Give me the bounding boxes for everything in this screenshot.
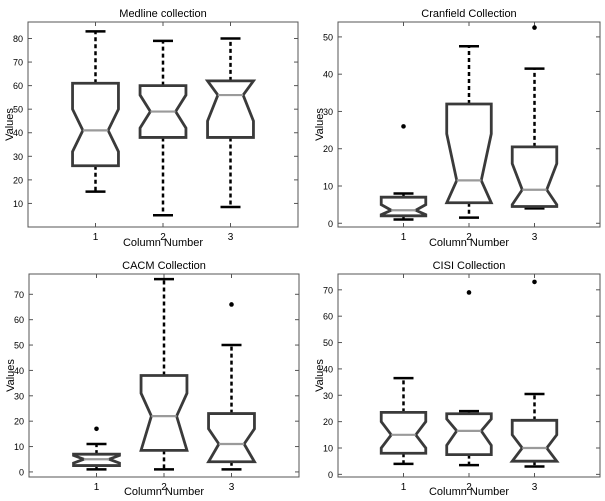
- notched-box: [139, 374, 189, 452]
- outlier-point: [401, 124, 406, 129]
- y-tick-label: 40: [13, 128, 23, 138]
- notched-box: [509, 418, 560, 463]
- x-axis-label: Column Number: [123, 237, 203, 249]
- y-tick-label: 20: [323, 417, 333, 427]
- x-tick-label: 2: [161, 482, 167, 493]
- x-tick-label: 3: [532, 232, 538, 243]
- y-tick-label: 50: [323, 338, 333, 348]
- x-tick-label: 1: [94, 482, 100, 493]
- x-tick-label: 2: [160, 232, 166, 243]
- box-2: [139, 277, 189, 471]
- box-1: [72, 426, 121, 471]
- y-tick-label: 20: [13, 175, 23, 185]
- y-tick-label: 40: [323, 364, 333, 374]
- y-tick-label: 0: [328, 470, 333, 480]
- x-axis-label: Column Number: [429, 237, 509, 249]
- chart-title: CACM Collection: [122, 260, 206, 272]
- y-tick-label: 10: [323, 182, 333, 192]
- y-tick-label: 50: [13, 105, 23, 115]
- y-tick-label: 20: [14, 417, 24, 427]
- x-tick-label: 1: [401, 482, 407, 493]
- notched-box: [379, 411, 428, 455]
- x-axis-label: Column Number: [429, 486, 509, 498]
- box-3: [509, 279, 560, 468]
- x-tick-label: 2: [466, 232, 472, 243]
- x-tick-label: 3: [229, 482, 235, 493]
- notched-box: [206, 412, 257, 464]
- chart-cacm: CACM Collection Column Number Values 0 10 20 3…: [5, 260, 300, 498]
- chart-title: Medline collection: [119, 8, 206, 20]
- y-tick-label: 30: [323, 107, 333, 117]
- box-1: [379, 376, 428, 466]
- box-1: [379, 124, 428, 221]
- y-axis-label: Values: [5, 359, 17, 392]
- y-tick-label: 30: [13, 152, 23, 162]
- y-tick-label: 60: [13, 81, 23, 91]
- y-tick-label: 40: [323, 70, 333, 80]
- y-tick-label: 30: [14, 391, 24, 401]
- box-2: [138, 39, 188, 217]
- x-tick-label: 1: [93, 232, 99, 243]
- box-2: [444, 44, 494, 219]
- y-tick-label: 10: [14, 442, 24, 452]
- x-axis-label: Column Number: [124, 486, 204, 498]
- notched-box: [444, 102, 494, 205]
- x-tick-label: 2: [466, 482, 472, 493]
- y-tick-label: 10: [323, 444, 333, 454]
- y-tick-label: 60: [323, 312, 333, 322]
- box-1: [71, 30, 120, 193]
- chart-cisi: CISI Collection Column Number Values 0 10 20 3…: [314, 260, 601, 498]
- y-axis-label: Values: [314, 359, 326, 392]
- y-tick-label: 80: [13, 34, 23, 44]
- y-tick-label: 50: [323, 32, 333, 42]
- x-tick-label: 3: [228, 232, 234, 243]
- outlier-point: [532, 25, 537, 30]
- y-axis-label: Values: [4, 108, 16, 141]
- outlier-point: [94, 426, 99, 432]
- y-tick-label: 10: [13, 199, 23, 209]
- box-3: [206, 302, 257, 471]
- y-tick-label: 70: [323, 285, 333, 295]
- outlier-point: [466, 290, 472, 295]
- y-tick-label: 50: [14, 341, 24, 351]
- notched-box: [445, 412, 493, 456]
- y-axis-label: Values: [314, 108, 326, 141]
- outlier-point: [229, 302, 234, 307]
- notched-box: [379, 195, 428, 218]
- chart-medline: Medline collection Column Number Values 10 2…: [4, 8, 299, 249]
- y-tick-label: 30: [323, 391, 333, 401]
- y-tick-label: 60: [14, 315, 24, 325]
- y-tick-label: 70: [14, 290, 24, 300]
- y-tick-label: 40: [14, 366, 24, 376]
- box-3: [510, 25, 559, 210]
- box-2: [445, 290, 493, 467]
- x-tick-label: 1: [401, 232, 407, 243]
- notched-box: [204, 79, 257, 139]
- outlier-point: [532, 279, 537, 285]
- box-3: [204, 37, 257, 209]
- chart-cranfield: Cranfield Collection Column Number Values 0…: [314, 8, 601, 249]
- notched-box: [510, 145, 559, 208]
- chart-title: Cranfield Collection: [421, 8, 516, 20]
- y-tick-label: 20: [323, 144, 333, 154]
- x-tick-label: 3: [532, 482, 538, 493]
- y-tick-label: 0: [328, 219, 333, 229]
- y-tick-label: 0: [19, 467, 24, 477]
- chart-title: CISI Collection: [433, 260, 506, 272]
- y-tick-label: 70: [13, 58, 23, 68]
- notched-box: [71, 81, 120, 168]
